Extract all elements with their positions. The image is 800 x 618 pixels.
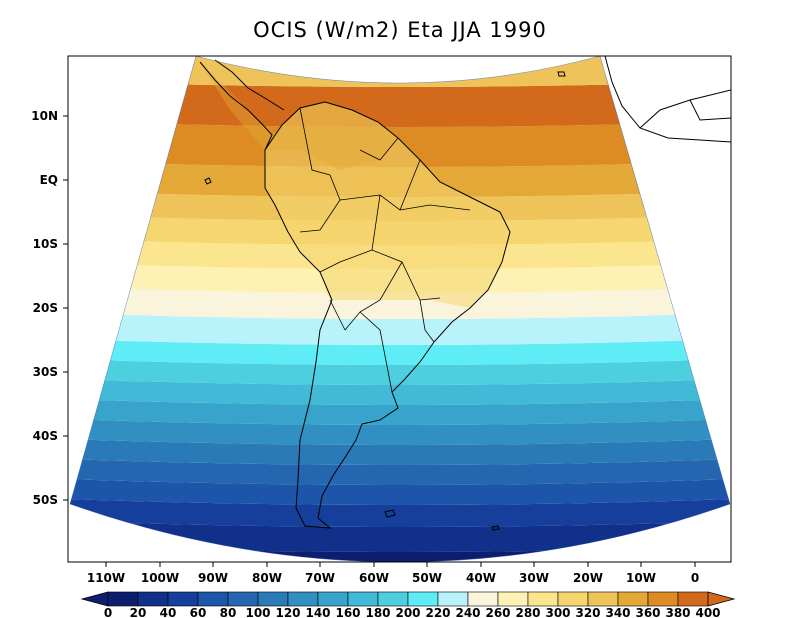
colorbar-swatch bbox=[617, 591, 649, 607]
colorbar-label: 300 bbox=[545, 606, 570, 618]
colorbar-swatch bbox=[557, 591, 589, 607]
colorbar-label: 40 bbox=[160, 606, 177, 618]
islands bbox=[204, 71, 566, 531]
colorbar-label: 240 bbox=[455, 606, 480, 618]
land-tint-north bbox=[200, 62, 398, 170]
lon-tick-label: 20W bbox=[573, 571, 603, 585]
colorbar-under-arrow bbox=[80, 591, 109, 607]
field-band-20-40 bbox=[70, 520, 730, 552]
lat-tick-label: 50S bbox=[33, 493, 58, 507]
field-band-240-260 bbox=[70, 286, 730, 319]
field-band-180-200 bbox=[70, 358, 730, 385]
lat-tick-label: 30S bbox=[33, 365, 58, 379]
colorbar-swatch bbox=[317, 591, 349, 607]
colorbar-over-arrow bbox=[707, 591, 736, 607]
longitude-axis: 110W 100W 90W 80W 70W 60W 50W 40W 30W 20W 10W 0 bbox=[87, 562, 699, 585]
land-tint bbox=[265, 102, 510, 308]
field-band-100-120 bbox=[70, 438, 730, 465]
colorbar-label: 220 bbox=[425, 606, 450, 618]
field-band-top bbox=[70, 56, 730, 87]
lon-tick-label: 50W bbox=[412, 571, 442, 585]
colorbar-swatch bbox=[467, 591, 499, 607]
colorbar-swatch bbox=[107, 591, 139, 607]
lon-tick-label: 90W bbox=[198, 571, 228, 585]
colorbar-label: 60 bbox=[190, 606, 207, 618]
colorbar-label: 360 bbox=[635, 606, 660, 618]
field-band-40-60 bbox=[70, 498, 730, 527]
colorbar-label: 80 bbox=[220, 606, 237, 618]
colorbar-label: 340 bbox=[605, 606, 630, 618]
lon-tick-label: 30W bbox=[519, 571, 549, 585]
field-band-160-180 bbox=[70, 378, 730, 405]
field-band-380-400 bbox=[70, 80, 730, 127]
field-band-120-140 bbox=[70, 418, 730, 445]
colorbar-label: 20 bbox=[130, 606, 147, 618]
colorbar-label: 140 bbox=[305, 606, 330, 618]
coastlines bbox=[199, 56, 731, 531]
colorbar-swatch bbox=[497, 591, 529, 607]
field-band-60-80 bbox=[70, 478, 730, 505]
lon-tick-label: 40W bbox=[466, 571, 496, 585]
field-band-80-100 bbox=[70, 458, 730, 485]
field-band-200-220 bbox=[70, 338, 730, 365]
lon-tick-label: 10W bbox=[626, 571, 656, 585]
colorbar-label: 280 bbox=[515, 606, 540, 618]
colorbar-label: 160 bbox=[335, 606, 360, 618]
colorbar-swatch bbox=[437, 591, 469, 607]
colorbar-swatch bbox=[527, 591, 559, 607]
colorbar-swatch bbox=[677, 591, 709, 607]
colorbar-swatch bbox=[137, 591, 169, 607]
colorbar: 0 20 40 60 80 100 120 140 160 180 200 220 240 260 280 3… bbox=[80, 591, 736, 618]
colorbar-label: 180 bbox=[365, 606, 390, 618]
lon-tick-label: 80W bbox=[252, 571, 282, 585]
lon-tick-label: 110W bbox=[87, 571, 125, 585]
colorbar-label: 200 bbox=[395, 606, 420, 618]
lat-tick-label: 40S bbox=[33, 429, 58, 443]
africa-coastline bbox=[604, 56, 731, 143]
colorbar-swatch bbox=[407, 591, 439, 607]
lon-tick-label: 0 bbox=[691, 571, 699, 585]
map-title: OCIS (W/m2) Eta JJA 1990 bbox=[253, 18, 547, 42]
country-borders bbox=[299, 107, 471, 393]
colorbar-swatch bbox=[287, 591, 319, 607]
colorbar-swatch bbox=[227, 591, 259, 607]
ocis-field bbox=[70, 56, 730, 562]
map-frame bbox=[67, 55, 732, 563]
lat-tick-label: 10S bbox=[33, 237, 58, 251]
lat-tick-label: EQ bbox=[40, 173, 58, 187]
lon-tick-label: 70W bbox=[305, 571, 335, 585]
colorbar-label: 120 bbox=[275, 606, 300, 618]
central-america-coastline bbox=[199, 59, 285, 151]
colorbar-swatch bbox=[347, 591, 379, 607]
lon-tick-label: 100W bbox=[141, 571, 179, 585]
colorbar-label: 320 bbox=[575, 606, 600, 618]
latitude-axis: 10N EQ 10S 20S 30S 40S 50S bbox=[31, 109, 68, 507]
field-band-140-160 bbox=[70, 398, 730, 425]
colorbar-label: 400 bbox=[695, 606, 720, 618]
field-band-220-240 bbox=[70, 312, 730, 345]
colorbar-swatch bbox=[197, 591, 229, 607]
colorbar-label: 100 bbox=[245, 606, 270, 618]
colorbar-label: 260 bbox=[485, 606, 510, 618]
colorbar-swatch bbox=[377, 591, 409, 607]
colorbar-label: 380 bbox=[665, 606, 690, 618]
colorbar-swatch bbox=[647, 591, 679, 607]
colorbar-swatch bbox=[587, 591, 619, 607]
colorbar-swatch bbox=[257, 591, 289, 607]
colorbar-label: 0 bbox=[104, 606, 112, 618]
lon-tick-label: 60W bbox=[359, 571, 389, 585]
colorbar-swatch bbox=[167, 591, 199, 607]
lat-tick-label: 20S bbox=[33, 301, 58, 315]
lat-tick-label: 10N bbox=[31, 109, 58, 123]
